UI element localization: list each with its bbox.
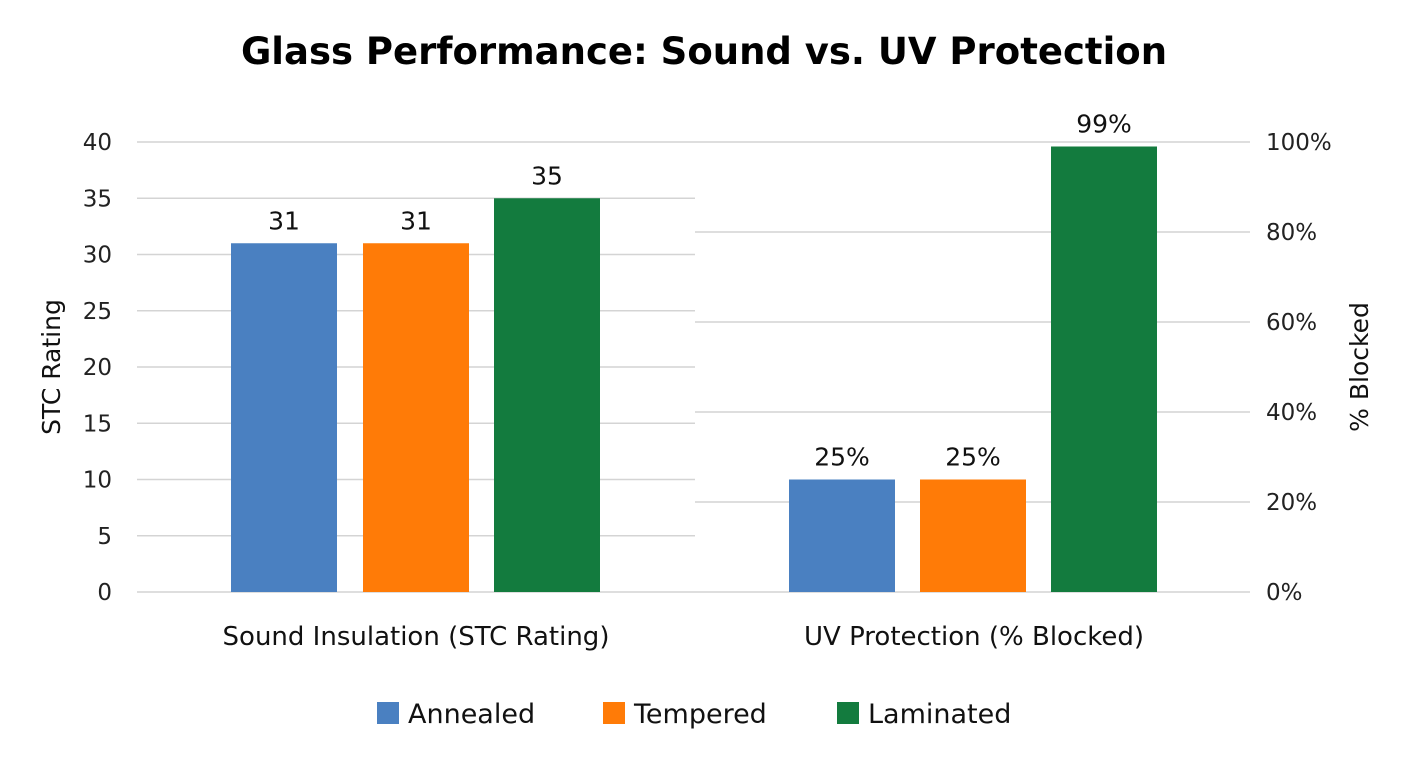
data-label: 99% — [1076, 110, 1132, 139]
y-tick-label-right: 100% — [1266, 130, 1332, 156]
data-label: 25% — [945, 443, 1001, 472]
category-label-sound: Sound Insulation (STC Rating) — [223, 622, 610, 652]
data-label: 35 — [531, 161, 563, 190]
legend-item-annealed: Annealed — [377, 699, 535, 730]
data-label: 31 — [400, 206, 432, 235]
y-tick-label-right: 0% — [1266, 580, 1303, 606]
y-tick-label-left: 20 — [83, 355, 112, 381]
y-tick-label-left: 40 — [83, 130, 112, 156]
bar-laminated — [1051, 146, 1157, 592]
legend-item-tempered: Tempered — [603, 699, 767, 730]
y-tick-label-right: 80% — [1266, 220, 1317, 246]
legend-label: Tempered — [633, 699, 767, 730]
legend-label: Annealed — [408, 699, 535, 730]
y-tick-label-right: 20% — [1266, 490, 1317, 516]
legend-label: Laminated — [868, 699, 1011, 730]
y-tick-label-left: 15 — [83, 411, 112, 437]
y-tick-label-right: 40% — [1266, 400, 1317, 426]
bar-tempered — [363, 243, 469, 592]
bars: 31 31 35 25% 25% 99% — [231, 110, 1157, 592]
bar-tempered — [920, 479, 1026, 592]
chart-title: Glass Performance: Sound vs. UV Protecti… — [241, 30, 1167, 73]
y-tick-label-left: 5 — [97, 524, 112, 550]
legend-item-laminated: Laminated — [837, 699, 1011, 730]
y-tick-label-right: 60% — [1266, 310, 1317, 336]
legend-swatch — [603, 702, 625, 724]
bar-laminated — [494, 198, 600, 592]
y-tick-label-left: 10 — [83, 468, 112, 494]
bar-annealed — [231, 243, 337, 592]
legend-swatch — [377, 702, 399, 724]
legend: Annealed Tempered Laminated — [377, 699, 1011, 730]
bar-annealed — [789, 479, 895, 592]
data-label: 31 — [268, 206, 300, 235]
y-tick-label-left: 0 — [97, 580, 112, 606]
y-tick-label-left: 35 — [83, 186, 112, 212]
legend-swatch — [837, 702, 859, 724]
right-axis-label: % Blocked — [1345, 302, 1374, 432]
left-axis-label: STC Rating — [37, 299, 66, 435]
category-label-uv: UV Protection (% Blocked) — [804, 622, 1144, 652]
tick-labels: 0 5 10 15 20 25 30 35 40 0% 20% 40% 60% 80% 100% — [83, 130, 1332, 606]
y-tick-label-left: 25 — [83, 299, 112, 325]
data-label: 25% — [814, 443, 870, 472]
y-tick-label-left: 30 — [83, 243, 112, 269]
